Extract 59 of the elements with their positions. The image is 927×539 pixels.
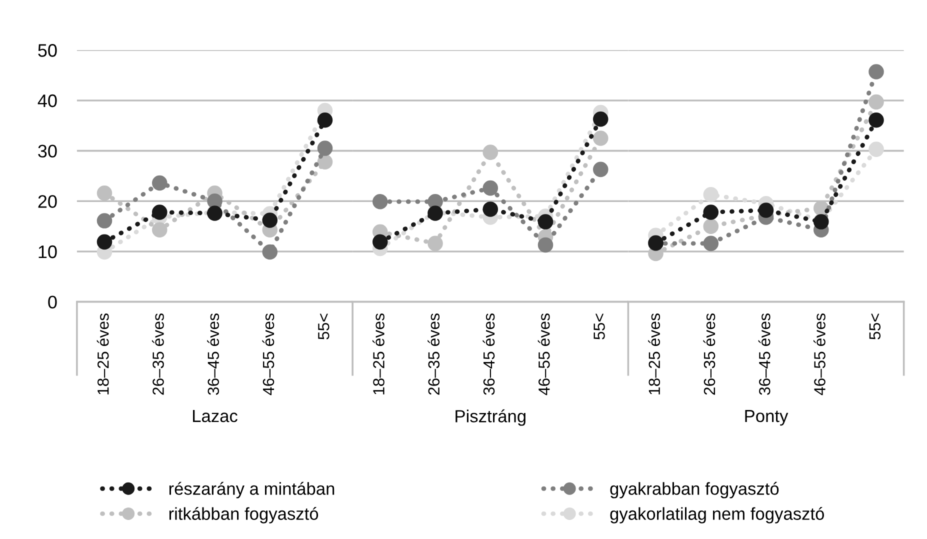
point [262,212,278,228]
x-axis-title: Ponty [745,410,788,426]
point [703,236,719,252]
point [538,237,554,253]
point [96,234,112,250]
x-tick-label: 26–35 éves [703,314,716,395]
y-tick-label: 30 [38,144,57,158]
point [152,175,168,191]
y-tick-label: 0 [48,296,57,309]
point [96,185,112,201]
point [868,94,884,110]
x-tick-label: 46–55 éves [262,314,274,396]
y-tick-label: 40 [38,94,57,108]
point [592,162,608,178]
point [592,111,608,127]
point [482,202,498,217]
x-axis-title: Lazac [193,410,238,422]
point [317,112,333,128]
x-tick-label: 18–25 éves [648,314,660,394]
x-tick-label: 46–55 éves [814,314,826,396]
x-tick-label: 18–25 éves [372,314,384,394]
legend-label: gyakrabban fogyasztó [610,482,779,498]
legend-label: részarány a mintában [169,482,334,498]
legend-label: gyakorlatilag nem fogyasztó [610,506,824,524]
point [482,144,498,160]
point [538,214,554,230]
point [152,204,168,220]
point [428,236,443,252]
point [96,213,112,228]
point [868,112,884,128]
x-tick-label: 18–25 éves [96,314,109,394]
point [317,154,333,170]
y-tick-label: 10 [38,245,57,258]
point [868,142,884,157]
x-tick-label: 55< [594,314,605,340]
point [372,194,388,210]
x-tick-label: 46–55 éves [538,314,550,396]
point [317,140,333,156]
point [262,244,278,260]
x-axis-title: Pisztráng [456,409,526,426]
point [372,234,388,250]
point [152,222,168,238]
point [703,186,719,202]
point [868,64,884,80]
legend-label: ritkábban fogyasztó [169,506,318,524]
x-tick-label: 26–35 éves [428,314,440,395]
point [703,204,719,220]
y-tick-label: 20 [38,195,57,208]
x-tick-label: 55< [318,314,330,340]
x-tick-label: 26–35 éves [152,314,164,395]
y-tick-label: 50 [38,44,57,57]
point [703,218,719,234]
point [482,180,498,196]
x-tick-label: 36–45 éves [207,314,220,395]
x-tick-label: 36–45 éves [482,314,495,395]
point [592,130,608,146]
x-tick-label: 55< [869,314,881,340]
point [758,202,774,218]
x-tick-label: 36–45 éves [758,314,770,395]
